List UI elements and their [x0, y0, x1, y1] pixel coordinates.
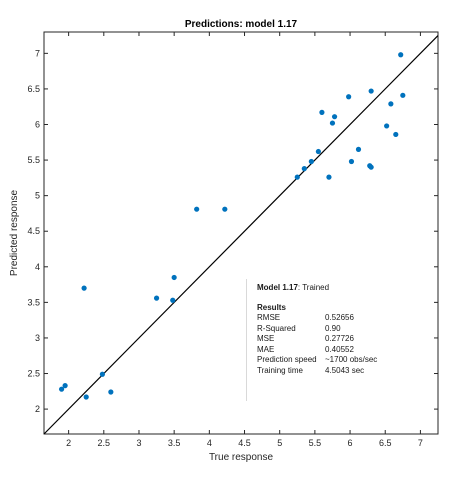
results-section-title: Results: [257, 302, 286, 312]
y-tick-label: 2.5: [27, 369, 40, 379]
data-point: [329, 120, 336, 126]
results-value: 0.90: [325, 323, 341, 333]
data-point: [315, 148, 321, 155]
y-axis-label: Predicted response: [9, 189, 20, 276]
data-point: [348, 158, 355, 165]
x-tick-label: 3.5: [168, 438, 181, 448]
data-point: [331, 114, 338, 120]
reference-line: [43, 35, 439, 435]
results-key: RMSE: [257, 313, 281, 322]
results-key: MAE: [257, 344, 275, 354]
data-point: [319, 109, 325, 115]
results-model-header: Model 1.17: Trained: [257, 283, 434, 294]
data-point: [222, 206, 228, 212]
data-point: [153, 295, 160, 301]
results-row: R-Squared 0.90: [257, 324, 434, 335]
x-tick-label: 6.5: [379, 438, 392, 448]
results-model-name: Model 1.17: [257, 283, 298, 292]
data-point: [301, 166, 307, 172]
y-tick-label: 6.5: [27, 84, 40, 94]
data-point: [355, 146, 362, 152]
data-point: [170, 297, 176, 303]
data-point: [398, 52, 404, 58]
y-tick-label: 4.5: [27, 226, 40, 236]
x-tick-label: 6: [348, 438, 353, 448]
data-point: [171, 274, 177, 281]
data-point: [83, 394, 89, 400]
results-value: 0.27726: [325, 334, 354, 343]
y-tick-label: 3: [35, 333, 40, 343]
data-point: [62, 383, 68, 389]
results-value: ~1700 obs/sec: [325, 355, 378, 364]
x-tick-label: 2: [66, 438, 71, 448]
data-point: [194, 206, 200, 212]
results-model-status: : Trained: [297, 283, 330, 292]
y-tick-label: 6: [35, 119, 40, 129]
results-row: MAE 0.40552: [257, 345, 434, 356]
data-point: [58, 386, 65, 392]
data-point: [308, 158, 314, 165]
data-point: [388, 101, 394, 107]
y-tick-label: 5: [35, 191, 40, 201]
data-point: [384, 123, 390, 129]
results-row: Training time 4.5043 sec: [257, 366, 434, 377]
results-key: Prediction speed: [257, 355, 317, 364]
results-row: RMSE 0.52656: [257, 313, 434, 324]
y-tick-label: 7: [35, 48, 40, 58]
chart-title: Predictions: model 1.17: [185, 19, 298, 30]
data-point: [294, 174, 300, 180]
x-tick-label: 7: [418, 438, 423, 448]
results-key: Training time: [257, 365, 303, 375]
results-value: 0.40552: [325, 344, 354, 354]
data-point: [400, 92, 406, 98]
results-row: Prediction speed ~1700 obs/sec: [257, 355, 434, 366]
x-tick-label: 5.5: [309, 438, 322, 448]
data-point: [368, 164, 374, 170]
data-point: [346, 94, 352, 100]
x-tick-label: 2.5: [98, 438, 111, 448]
data-point: [393, 131, 399, 138]
data-point: [108, 389, 114, 395]
data-point: [99, 371, 105, 377]
x-axis-label: True response: [209, 452, 274, 463]
x-tick-label: 5: [277, 438, 282, 448]
y-tick-label: 5.5: [27, 155, 40, 165]
x-tick-label: 3: [136, 438, 141, 448]
y-tick-label: 4: [35, 262, 40, 272]
x-tick-label: 4.5: [238, 438, 251, 448]
x-tick-label: 4: [207, 438, 212, 448]
results-row: MSE 0.27726: [257, 334, 434, 345]
y-tick-label: 3.5: [27, 297, 40, 307]
data-point: [81, 285, 87, 291]
y-tick-label: 2: [35, 404, 40, 414]
results-value: 0.52656: [325, 313, 354, 322]
data-point: [326, 174, 332, 180]
results-key: R-Squared: [257, 323, 296, 333]
results-value: 4.5043 sec: [325, 365, 365, 375]
results-key: MSE: [257, 334, 275, 343]
results-panel: Model 1.17: Trained Results RMSE 0.52656 …: [246, 279, 434, 401]
data-point: [368, 88, 374, 94]
